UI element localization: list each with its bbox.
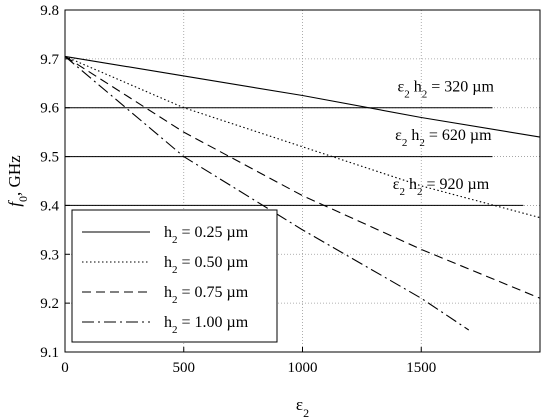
y-tick-label-1: 9.2 [40, 296, 59, 312]
y-tick-label-4: 9.5 [40, 150, 59, 166]
x-tick-label-1: 500 [173, 360, 196, 376]
y-tick-label-7: 9.8 [40, 3, 59, 19]
y-axis-label: f0, GHz [5, 155, 30, 207]
y-tick-label-6: 9.7 [40, 52, 59, 68]
x-tick-label-2: 1000 [288, 360, 318, 376]
annotation-labels: ε2 h2 = 320 µm ε2 h2 = 620 µm ε2 h2 = 920 … [393, 78, 495, 198]
x-tick-label-3: 1500 [406, 360, 436, 376]
x-tick-label-0: 0 [61, 360, 69, 376]
y-tick-label-2: 9.3 [40, 247, 59, 263]
annotation-label-1: ε2 h2 = 620 µm [395, 127, 492, 149]
y-tick-label-3: 9.4 [40, 198, 59, 214]
y-tick-label-5: 9.6 [40, 101, 59, 117]
annotation-label-0: ε2 h2 = 320 µm [398, 78, 495, 100]
annotation-label-2: ε2 h2 = 920 µm [393, 176, 490, 198]
x-axis-label: ε2 [296, 395, 309, 418]
y-tick-label-0: 9.1 [40, 345, 59, 361]
